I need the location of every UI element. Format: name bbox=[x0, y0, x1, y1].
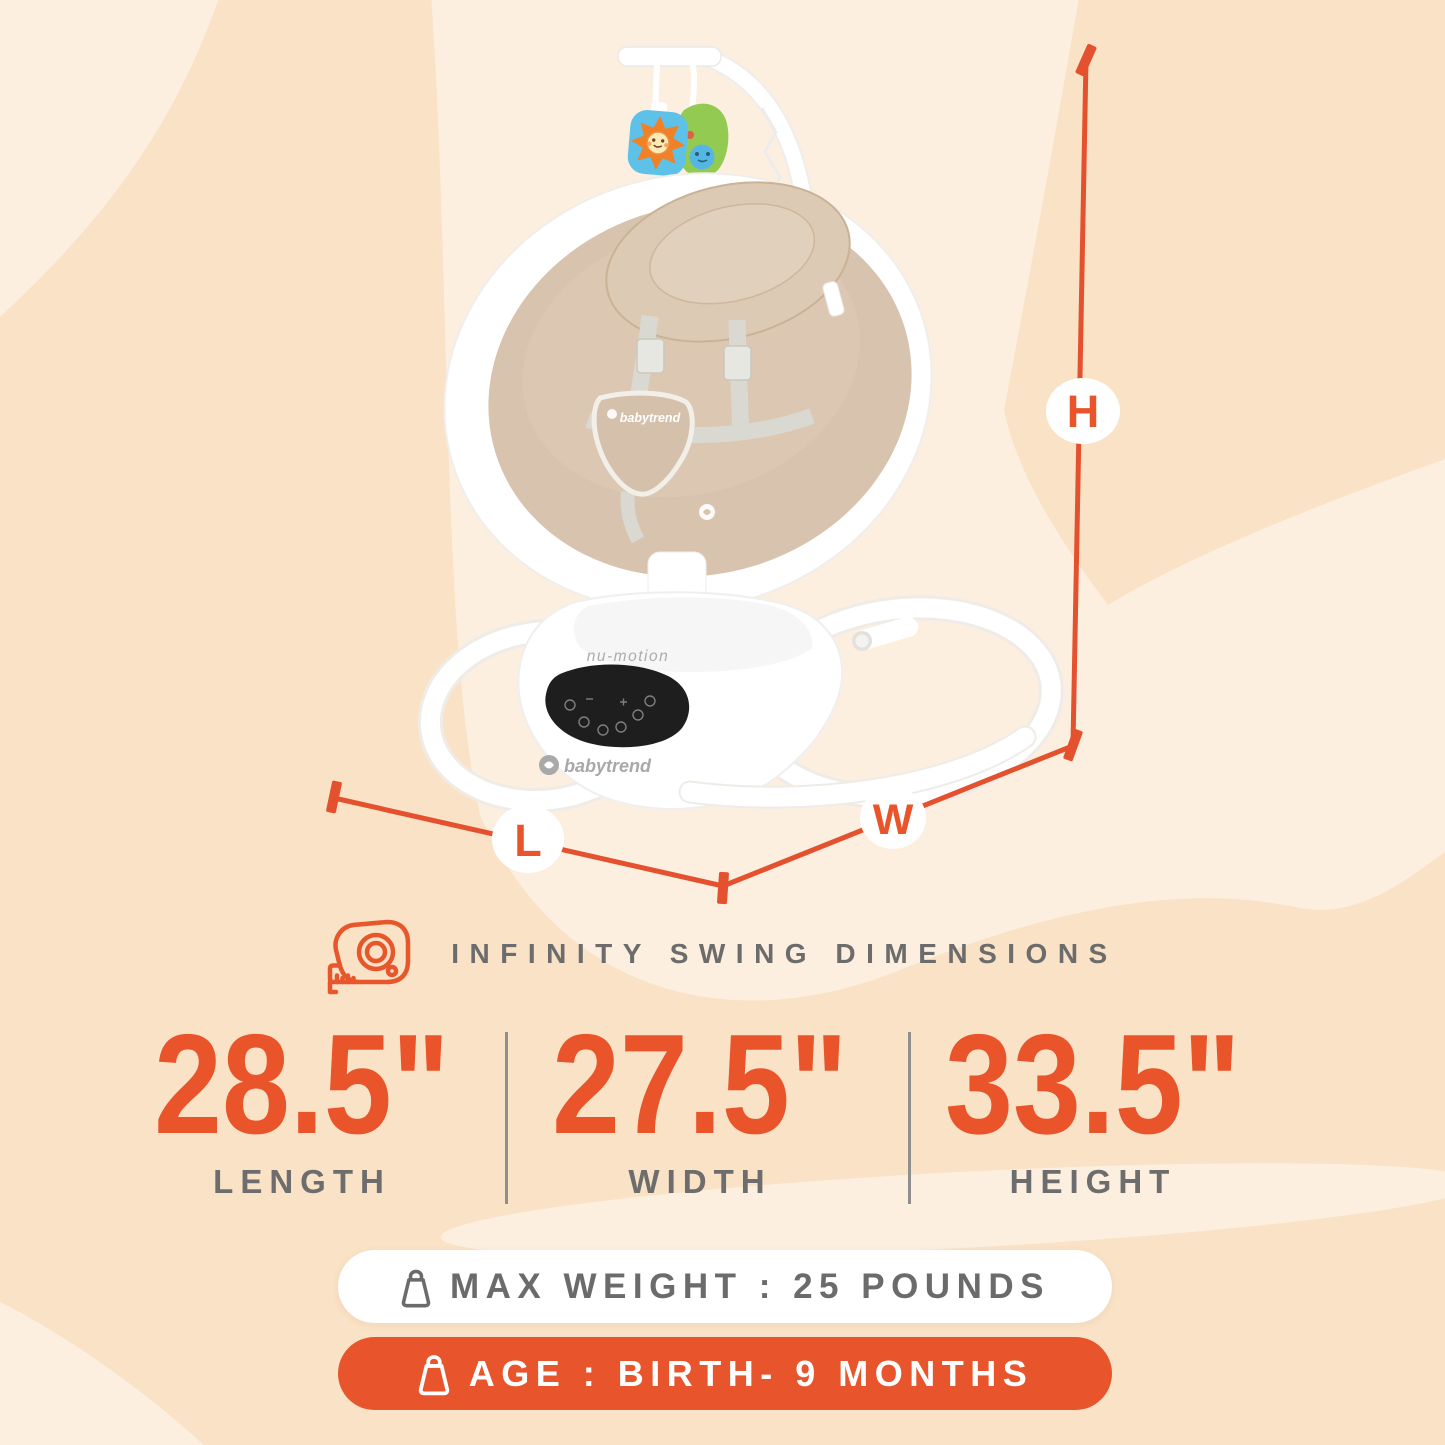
toy-bar bbox=[617, 46, 722, 67]
width-marker-letter: W bbox=[873, 796, 914, 844]
crotch-pad bbox=[591, 390, 695, 497]
dimension-ticks bbox=[326, 43, 1097, 905]
swing-seat: babytrend bbox=[443, 172, 933, 612]
age-badge: AGE : BIRTH- 9 MONTHS bbox=[338, 1337, 1112, 1410]
height-label: HEIGHT bbox=[1009, 1162, 1177, 1200]
head-pillow bbox=[605, 181, 851, 343]
width-marker: W bbox=[860, 787, 926, 849]
right-leg-front bbox=[678, 617, 1037, 809]
base-brand-label: babytrend bbox=[564, 756, 652, 776]
weight-icon bbox=[401, 1269, 431, 1307]
weight-icon bbox=[418, 1355, 449, 1396]
section-title: INFINITY SWING DIMENSIONS bbox=[0, 912, 1445, 996]
height-marker: H bbox=[1046, 378, 1120, 444]
metric-height: 33.5" HEIGHT bbox=[893, 1005, 1293, 1201]
hanging-toy-green bbox=[675, 103, 729, 178]
length-label: LENGTH bbox=[213, 1162, 391, 1200]
metric-length: 28.5" LENGTH bbox=[102, 1005, 502, 1201]
harness-brand-label: babytrend bbox=[620, 411, 681, 425]
control-panel-buttons bbox=[564, 695, 656, 736]
length-value: 28.5" bbox=[154, 1005, 450, 1164]
seat-side-tag bbox=[822, 281, 845, 317]
length-marker-letter: L bbox=[514, 815, 542, 866]
height-value: 33.5" bbox=[945, 1005, 1241, 1164]
motor-base: nu-motion babytrend bbox=[517, 591, 844, 810]
length-marker: L bbox=[492, 805, 564, 873]
tape-measure-icon bbox=[328, 919, 411, 995]
max-weight-text: MAX WEIGHT : 25 POUNDS bbox=[450, 1266, 1050, 1306]
height-marker-letter: H bbox=[1067, 386, 1100, 437]
title-text: INFINITY SWING DIMENSIONS bbox=[451, 938, 1118, 969]
base-model-label: nu-motion bbox=[587, 648, 669, 665]
baby-swing-product: babytrend nu-motion bbox=[417, 46, 1064, 814]
metric-divider-2 bbox=[908, 1032, 911, 1204]
metric-divider-1 bbox=[505, 1032, 508, 1204]
width-label: WIDTH bbox=[628, 1162, 772, 1200]
metric-width: 27.5" WIDTH bbox=[500, 1005, 900, 1201]
hanging-toy-sun bbox=[627, 101, 689, 176]
harness: babytrend bbox=[585, 315, 815, 544]
age-text: AGE : BIRTH- 9 MONTHS bbox=[468, 1352, 1034, 1394]
dimension-annotations: H L W bbox=[326, 43, 1120, 905]
width-value: 27.5" bbox=[552, 1005, 848, 1164]
max-weight-badge: MAX WEIGHT : 25 POUNDS bbox=[338, 1250, 1112, 1323]
